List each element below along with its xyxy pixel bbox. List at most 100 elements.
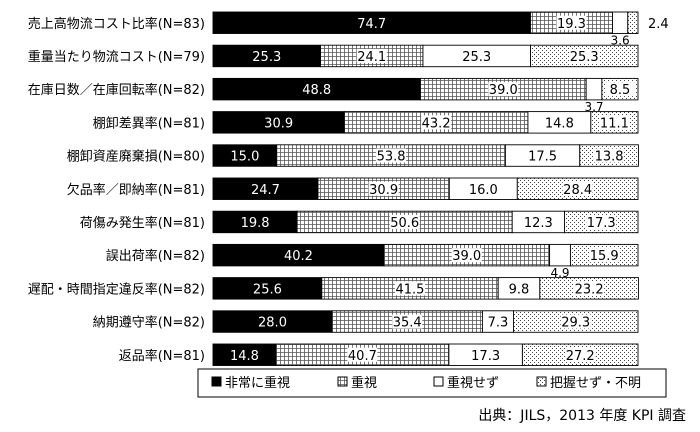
value-label: 23.2	[575, 282, 604, 297]
value-label-bg	[599, 115, 630, 130]
legend-item: 非常に重視	[211, 375, 290, 391]
legend-label: 重視	[351, 375, 377, 391]
category-label: 重量当たり物流コスト(N=79)	[28, 49, 205, 65]
value-label: 29.3	[561, 316, 590, 331]
value-label-bg	[560, 314, 591, 329]
category-label: 誤出荷率(N=82)	[106, 248, 205, 264]
value-label: 2.4	[648, 17, 669, 32]
legend-item: 重視	[337, 375, 377, 391]
value-label: 17.5	[528, 150, 557, 165]
value-label: 40.2	[284, 249, 313, 264]
value-label-bg	[527, 148, 558, 163]
value-label: 48.8	[302, 83, 331, 98]
category-label: 返品率(N=81)	[119, 348, 205, 364]
legend-label: 把握せず・不明	[550, 376, 641, 391]
value-label-bg	[594, 148, 625, 163]
legend-label: 非常に重視	[225, 375, 290, 391]
category-label: 遅配・時間指定違反率(N=82)	[28, 281, 205, 297]
bar-segment	[612, 11, 629, 34]
legend-swatch	[211, 376, 222, 387]
bar-row: 28.0 35.4 7.3 29.3	[212, 310, 639, 333]
value-label-bg	[565, 347, 596, 362]
value-label-bg	[470, 347, 501, 362]
category-label: 納期遵守率(N=82)	[93, 315, 205, 331]
value-label: 11.1	[600, 116, 629, 131]
value-label-bg	[574, 281, 605, 296]
value-label-bg	[569, 48, 600, 63]
bar-row: 74.7 19.3 3.6 2.4	[212, 11, 669, 48]
value-label-bg	[468, 181, 499, 196]
category-label: 在庫日数／在庫回転率(N=82)	[28, 82, 205, 98]
value-label-bg	[392, 314, 423, 329]
category-label: 棚卸資産廃棄損(N=80)	[67, 149, 205, 165]
value-label: 19.3	[557, 17, 586, 32]
value-label: 17.3	[587, 216, 616, 231]
legend-item: 把握せず・不明	[536, 376, 641, 391]
legend-swatch	[536, 376, 547, 387]
value-label: 3.7	[584, 100, 603, 114]
value-label: 28.4	[563, 183, 592, 198]
value-label: 4.9	[550, 266, 569, 280]
value-label-bg	[556, 15, 587, 30]
value-label: 14.8	[230, 349, 259, 364]
value-label-bg	[544, 115, 575, 130]
category-label: 欠品率／即納率(N=81)	[67, 182, 205, 198]
value-label: 50.6	[390, 216, 419, 231]
value-label: 7.3	[488, 316, 509, 331]
value-label: 39.0	[452, 249, 481, 264]
value-label: 17.3	[471, 349, 500, 364]
value-label-bg	[451, 248, 482, 263]
bar-row: 15.0 53.8 17.5 13.8	[212, 144, 639, 167]
value-label-bg	[504, 281, 534, 296]
value-label: 25.6	[253, 282, 282, 297]
value-label: 39.0	[489, 83, 518, 98]
value-label: 24.7	[251, 183, 280, 198]
value-label-bg	[562, 181, 593, 196]
value-label: 13.8	[595, 150, 624, 165]
value-label: 27.2	[566, 349, 595, 364]
value-label-bg	[604, 82, 635, 97]
value-label: 3.6	[611, 34, 630, 48]
value-label: 24.1	[357, 50, 386, 65]
category-label: 棚卸差異率(N=81)	[93, 115, 205, 131]
value-label-bg	[589, 248, 620, 263]
value-label-bg	[356, 48, 387, 63]
value-label-bg	[488, 82, 519, 97]
value-label-bg	[347, 347, 378, 362]
bar-row: 25.6 41.5 9.8 23.2	[212, 277, 639, 300]
bar-segment	[585, 77, 603, 101]
value-label: 16.0	[469, 183, 498, 198]
value-label-bg	[376, 148, 407, 163]
bar-row: 48.8 39.0 3.7 8.5	[212, 77, 639, 114]
value-label-bg	[461, 48, 492, 63]
source-note: 出典：JILS，2013 年度 KPI 調査	[478, 408, 686, 424]
value-label: 43.2	[422, 116, 451, 131]
value-label: 28.0	[258, 316, 287, 331]
bar-row: 25.3 24.1 25.3 25.3	[212, 44, 639, 68]
legend-label: 重視せず	[447, 375, 499, 391]
bar-row: 14.8 40.7 17.3 27.2	[212, 343, 639, 366]
value-label: 74.7	[357, 17, 386, 32]
value-label-bg	[421, 115, 452, 130]
legend-swatch	[433, 376, 444, 387]
value-label: 15.0	[230, 150, 259, 165]
bar-row: 30.9 43.2 14.8 11.1	[212, 111, 639, 134]
bar-segment	[627, 11, 639, 34]
value-label: 14.8	[545, 116, 574, 131]
category-label: 売上高物流コスト比率(N=83)	[28, 16, 205, 32]
value-label-bg	[368, 181, 399, 196]
value-label-bg	[586, 214, 617, 229]
value-label: 25.3	[462, 50, 491, 65]
category-label: 荷傷み発生率(N=81)	[80, 215, 205, 231]
value-label-bg	[389, 214, 420, 229]
value-label-bg	[394, 281, 425, 296]
value-label: 30.9	[369, 183, 398, 198]
bar-segment	[549, 243, 571, 267]
value-label: 15.9	[590, 249, 619, 264]
legend-item: 重視せず	[433, 375, 499, 391]
value-label: 53.8	[377, 150, 406, 165]
value-label: 30.9	[264, 116, 293, 131]
bar-row: 40.2 39.0 4.9 15.9	[212, 243, 639, 280]
value-label: 41.5	[396, 282, 425, 297]
